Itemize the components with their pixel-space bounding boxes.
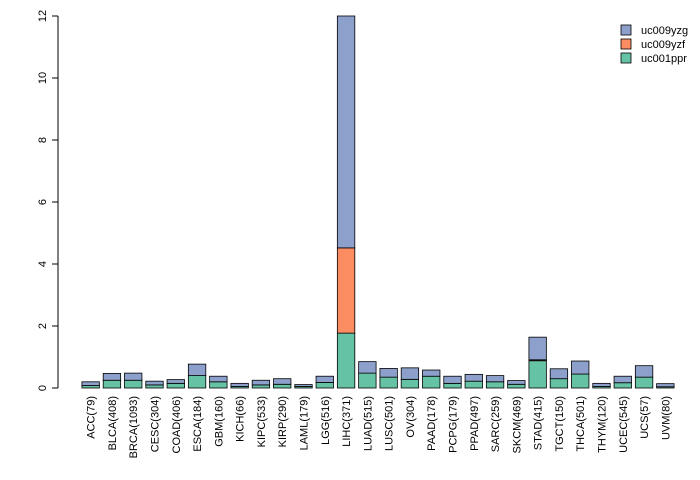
bar-segment-uc001ppr (571, 373, 590, 389)
x-tick-label: ACC(79) (86, 396, 98, 439)
bar-segment-uc009yzg (124, 372, 143, 381)
bar-segment-uc009yzg (230, 382, 249, 387)
x-tick-label: BLCA(408) (107, 396, 119, 450)
bar-segment-uc009yzg (81, 381, 100, 386)
bar-segment-uc001ppr (613, 382, 632, 389)
y-tick-label: 0 (37, 385, 49, 391)
bar-segment-uc009yzg (549, 368, 569, 380)
x-tick-label: PCPG(179) (448, 396, 460, 453)
x-tick-label: STAD(415) (533, 396, 545, 450)
bar-segment-uc001ppr (166, 382, 185, 389)
bar-segment-uc009yzg (209, 375, 228, 383)
bar-segment-uc001ppr (315, 382, 334, 389)
bar-segment-uc009yzg (485, 375, 505, 383)
bar-segment-uc001ppr (528, 360, 547, 389)
x-tick-label: UVM(80) (660, 396, 672, 440)
x-tick-label: UCEC(545) (618, 396, 630, 453)
legend-swatch-uc009yzg (620, 24, 632, 36)
legend-label-uc001ppr: uc001ppr (641, 53, 687, 65)
x-tick-label: SKCM(469) (511, 396, 523, 453)
bar-segment-uc001ppr (124, 379, 143, 389)
bar-segment-uc009yzg (571, 360, 590, 375)
legend: uc009yzg uc009yzf uc001ppr (620, 24, 688, 65)
x-tick-label: LGG(516) (320, 396, 332, 445)
bar-segment-uc009yzg (187, 363, 207, 377)
bar-segment-uc001ppr (400, 378, 420, 389)
x-tick-label: CESC(304) (150, 396, 162, 452)
bar-segment-uc009yzg (656, 383, 675, 388)
x-tick-label: TGCT(150) (554, 396, 566, 452)
bar-segment-uc001ppr (549, 378, 569, 389)
bar-segment-uc009yzg (379, 368, 398, 378)
x-tick-label: LUAD(515) (362, 396, 374, 451)
x-tick-label: LIHC(371) (341, 396, 353, 447)
bar-segment-uc009yzg (422, 369, 441, 377)
bar-segment-uc009yzg (464, 373, 483, 382)
bar-segment-uc001ppr (209, 381, 228, 389)
x-tick-label: KIPC(533) (256, 396, 268, 447)
y-tick-label: 8 (37, 137, 49, 143)
bar-segment-uc009yzg (358, 361, 377, 374)
bar-segment-uc009yzg (166, 379, 185, 384)
bar-segment-uc009yzg (613, 375, 632, 384)
bar-segment-uc001ppr (358, 372, 377, 389)
x-tick-label: UCS(57) (639, 396, 651, 439)
bar-segment-uc001ppr (634, 376, 654, 389)
x-tick-label: PAAD(178) (426, 396, 438, 451)
legend-label-uc009yzg: uc009yzg (641, 25, 688, 37)
bar-segment-uc001ppr (102, 379, 122, 389)
bar-segment-uc001ppr (507, 383, 526, 389)
y-tick-label: 12 (37, 10, 49, 22)
x-tick-label: LUSC(501) (384, 396, 396, 451)
bar-segment-uc009yzg (102, 373, 122, 381)
bar-segment-uc009yzg (273, 378, 292, 385)
bar-segment-uc009yzg (145, 380, 164, 386)
bar-segment-uc009yzg (400, 367, 420, 380)
bar-segment-uc001ppr (379, 376, 398, 389)
x-tick-label: THYM(120) (597, 396, 609, 453)
bar-segment-uc009yzf (336, 247, 356, 334)
x-tick-label: LAML(179) (299, 396, 311, 450)
x-tick-label: COAD(406) (171, 396, 183, 453)
y-tick-label: 2 (37, 323, 49, 329)
bar-segment-uc001ppr (273, 383, 292, 389)
x-tick-label: ESCA(184) (192, 396, 204, 452)
bar-segment-uc009yzg (294, 384, 313, 387)
x-tick-label: BRCA(1093) (128, 396, 140, 458)
y-tick-label: 10 (37, 72, 49, 84)
bar-segment-uc001ppr (464, 380, 483, 389)
x-tick-label: KIRP(290) (277, 396, 289, 447)
x-tick-label: KICH(66) (235, 396, 247, 442)
x-tick-label: GBM(160) (213, 396, 225, 447)
y-tick-label: 4 (37, 261, 49, 267)
bar-segment-uc001ppr (422, 375, 441, 389)
bar-segment-uc009yzg (251, 379, 271, 386)
x-tick-label: SARC(259) (490, 396, 502, 452)
legend-swatch-uc009yzf (620, 38, 632, 50)
y-axis: 0 2 4 6 8 10 12 (37, 10, 59, 391)
x-tick-label: OV(304) (405, 396, 417, 438)
legend-swatch-uc001ppr (620, 52, 632, 64)
bar-segment-uc001ppr (336, 332, 356, 389)
x-tick-label: THCA(501) (575, 396, 587, 452)
bar-segment-uc009yzg (336, 15, 356, 249)
bar-segment-uc001ppr (443, 382, 462, 389)
bar-segment-uc009yzg (634, 365, 654, 378)
x-axis-labels: ACC(79) BLCA(408) BRCA(1093) CESC(304) COAD(… (86, 396, 673, 458)
bar-segment-uc009yzg (592, 382, 611, 387)
bar-segment-uc001ppr (485, 381, 505, 389)
bar-segment-uc009yzg (443, 375, 462, 384)
bar-segment-uc009yzg (528, 336, 547, 361)
bar-segment-uc001ppr (145, 384, 164, 389)
bar-segment-uc001ppr (251, 384, 271, 389)
bar-segment-uc001ppr (187, 375, 207, 389)
bar-segment-uc009yzg (315, 375, 334, 383)
legend-label-uc009yzf: uc009yzf (641, 39, 686, 51)
x-tick-label: PPAD(497) (469, 396, 481, 451)
bar-segment-uc009yzg (507, 380, 526, 385)
y-tick-label: 6 (37, 199, 49, 205)
bars (81, 15, 675, 389)
